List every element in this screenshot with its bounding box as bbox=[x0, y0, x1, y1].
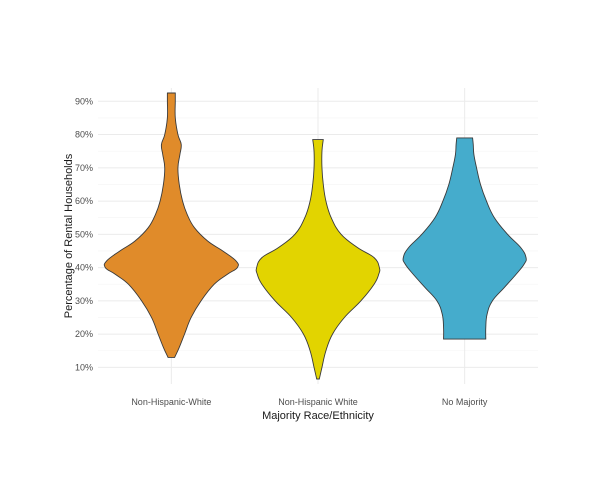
y-tick-label: 60% bbox=[75, 196, 93, 206]
x-axis-title: Majority Race/Ethnicity bbox=[262, 410, 374, 422]
violin-no-majority-2 bbox=[402, 137, 527, 340]
y-tick-label: 80% bbox=[75, 130, 93, 140]
violin-non-hispanic-white-0 bbox=[103, 92, 239, 358]
x-tick-label: Non-Hispanic-White bbox=[131, 397, 211, 407]
y-tick-label: 70% bbox=[75, 163, 93, 173]
x-tick-label: No Majority bbox=[442, 397, 488, 407]
y-axis-title: Percentage of Rental Households bbox=[63, 153, 75, 318]
y-tick-label: 30% bbox=[75, 296, 93, 306]
violin-non-hispanic-white-1 bbox=[255, 139, 381, 380]
violin-layer bbox=[103, 92, 527, 380]
x-tick-label: Non-Hispanic White bbox=[278, 397, 358, 407]
y-tick-label: 50% bbox=[75, 229, 93, 239]
y-tick-label: 10% bbox=[75, 362, 93, 372]
x-tick-labels: Non-Hispanic-White Non-Hispanic White No M… bbox=[131, 397, 488, 407]
y-tick-label: 20% bbox=[75, 329, 93, 339]
y-tick-label: 40% bbox=[75, 263, 93, 273]
y-tick-labels: 10% 20% 30% 40% 50% 60% 70% 80% 90% bbox=[75, 96, 93, 372]
y-tick-label: 90% bbox=[75, 96, 93, 106]
